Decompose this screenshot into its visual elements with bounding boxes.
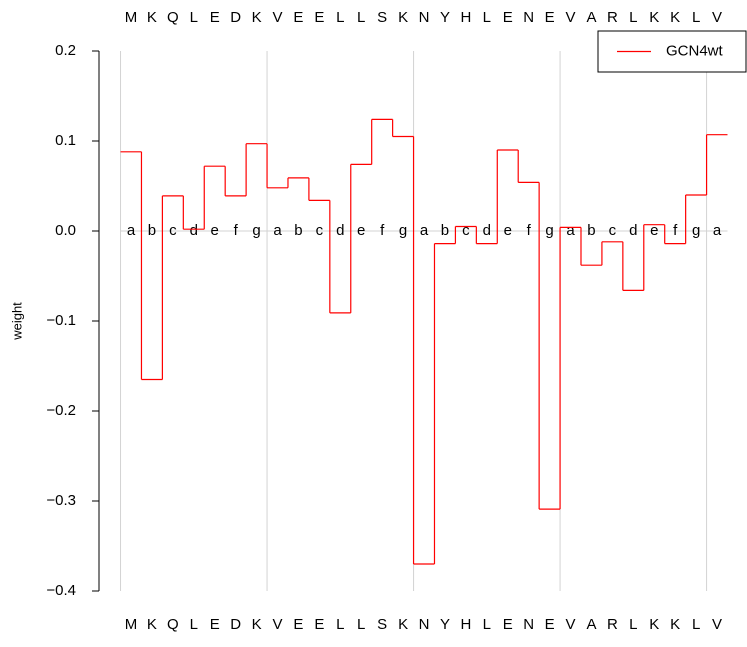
heptad-label: f	[234, 222, 239, 239]
heptad-label: b	[441, 222, 449, 239]
sequence-bottom: Q	[167, 616, 179, 633]
sequence-bottom: V	[712, 616, 722, 633]
sequence-bottom: S	[377, 616, 387, 633]
sequence-top: K	[649, 9, 659, 26]
heptad-label: d	[629, 222, 637, 239]
sequence-top: V	[566, 9, 576, 26]
y-tick-label: −0.3	[46, 492, 76, 509]
y-tick-label: −0.1	[46, 312, 76, 329]
sequence-top: N	[523, 9, 534, 26]
sequence-top: L	[357, 9, 365, 26]
heptad-label: e	[211, 222, 219, 239]
sequence-bottom: V	[566, 616, 576, 633]
sequence-top: V	[712, 9, 722, 26]
sequence-bottom: N	[523, 616, 534, 633]
sequence-bottom: V	[273, 616, 283, 633]
sequence-top: N	[419, 9, 430, 26]
y-tick-label: 0.0	[55, 222, 76, 239]
sequence-top: H	[460, 9, 471, 26]
sequence-bottom: K	[147, 616, 157, 633]
heptad-label: c	[462, 222, 470, 239]
sequence-top: E	[210, 9, 220, 26]
sequence-top: Q	[167, 9, 179, 26]
sequence-top: A	[586, 9, 596, 26]
sequence-top: K	[147, 9, 157, 26]
sequence-bottom: D	[230, 616, 241, 633]
sequence-top: E	[545, 9, 555, 26]
sequence-bottom: K	[670, 616, 680, 633]
heptad-label: a	[566, 222, 575, 239]
heptad-label: d	[336, 222, 344, 239]
sequence-bottom: K	[252, 616, 262, 633]
y-tick-label: 0.2	[55, 42, 76, 59]
sequence-top: K	[252, 9, 262, 26]
sequence-bottom: L	[336, 616, 344, 633]
sequence-top: L	[692, 9, 700, 26]
sequence-bottom: E	[314, 616, 324, 633]
heptad-label: a	[713, 222, 722, 239]
sequence-bottom: E	[503, 616, 513, 633]
heptad-label: g	[692, 222, 700, 239]
heptad-label: a	[273, 222, 282, 239]
sequence-bottom: L	[357, 616, 365, 633]
heptad-label: f	[673, 222, 678, 239]
heptad-label: a	[127, 222, 136, 239]
heptad-label: g	[399, 222, 407, 239]
sequence-top: K	[670, 9, 680, 26]
heptad-label: e	[357, 222, 365, 239]
sequence-top: M	[125, 9, 138, 26]
sequence-top: L	[629, 9, 637, 26]
heptad-label: e	[504, 222, 512, 239]
heptad-label: b	[148, 222, 156, 239]
sequence-top: E	[503, 9, 513, 26]
sequence-top: E	[314, 9, 324, 26]
heptad-label: d	[190, 222, 198, 239]
sequence-bottom: Y	[440, 616, 450, 633]
sequence-bottom: E	[210, 616, 220, 633]
heptad-label: d	[483, 222, 491, 239]
y-tick-label: −0.2	[46, 402, 76, 419]
sequence-top: L	[190, 9, 198, 26]
sequence-bottom: L	[629, 616, 637, 633]
sequence-bottom: R	[607, 616, 618, 633]
sequence-bottom: H	[460, 616, 471, 633]
step-riser	[140, 119, 708, 564]
sequence-top: D	[230, 9, 241, 26]
heptad-label: g	[545, 222, 553, 239]
sequence-bottom: L	[190, 616, 198, 633]
heptad-label: c	[169, 222, 177, 239]
heptad-label: c	[316, 222, 324, 239]
sequence-top: R	[607, 9, 618, 26]
y-axis-label: weight	[9, 302, 24, 341]
sequence-bottom: K	[398, 616, 408, 633]
heptad-label: a	[420, 222, 429, 239]
sequence-top: E	[293, 9, 303, 26]
heptad-label: c	[609, 222, 617, 239]
heptad-label: f	[380, 222, 385, 239]
sequence-top: K	[398, 9, 408, 26]
sequence-bottom: K	[649, 616, 659, 633]
heptad-label: g	[252, 222, 260, 239]
sequence-bottom: E	[293, 616, 303, 633]
heptad-label: e	[650, 222, 658, 239]
sequence-bottom: L	[483, 616, 491, 633]
sequence-top: S	[377, 9, 387, 26]
sequence-top: L	[336, 9, 344, 26]
y-tick-label: 0.1	[55, 132, 76, 149]
sequence-bottom: N	[419, 616, 430, 633]
sequence-bottom: A	[586, 616, 596, 633]
heptad-label: b	[587, 222, 595, 239]
sequence-bottom: M	[125, 616, 138, 633]
sequence-top: V	[273, 9, 283, 26]
sequence-bottom: E	[545, 616, 555, 633]
legend-label: GCN4wt	[666, 42, 724, 59]
sequence-bottom: L	[692, 616, 700, 633]
sequence-top: L	[483, 9, 491, 26]
y-tick-label: −0.4	[46, 582, 76, 599]
sequence-top: Y	[440, 9, 450, 26]
heptad-label: f	[527, 222, 532, 239]
heptad-label: b	[294, 222, 302, 239]
